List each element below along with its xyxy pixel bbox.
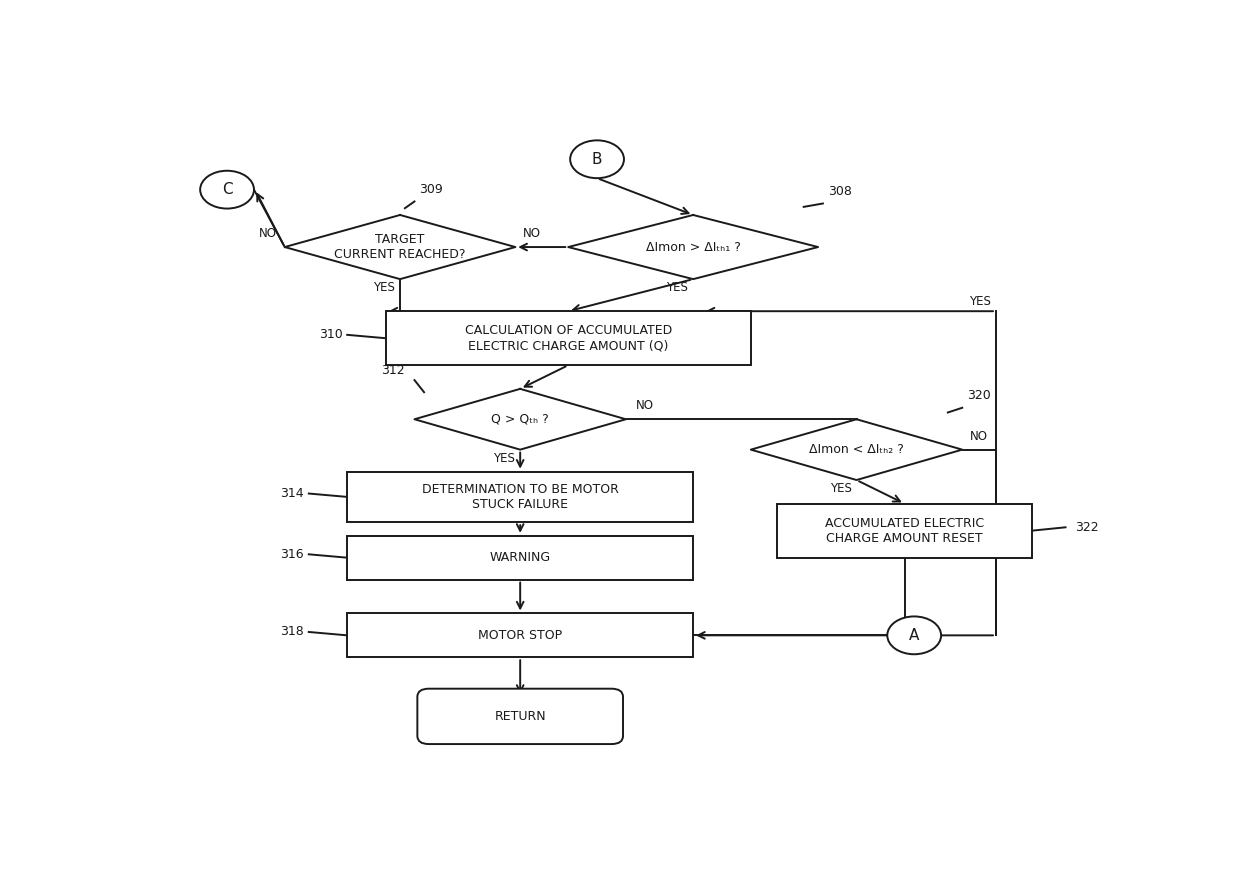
Bar [386,311,750,365]
Circle shape [200,171,254,209]
Polygon shape [568,215,818,279]
Text: YES: YES [970,295,991,308]
Text: YES: YES [373,282,396,294]
Text: 310: 310 [319,328,342,341]
Circle shape [570,140,624,178]
Bar [347,472,693,522]
Polygon shape [414,389,626,450]
Text: 322: 322 [1075,521,1099,534]
Text: YES: YES [830,482,852,495]
Text: Q > Qₜₕ ?: Q > Qₜₕ ? [491,413,549,425]
Text: YES: YES [494,452,516,465]
Circle shape [888,617,941,654]
Text: ACCUMULATED ELECTRIC
CHARGE AMOUNT RESET: ACCUMULATED ELECTRIC CHARGE AMOUNT RESET [825,517,985,545]
Polygon shape [285,215,516,279]
Text: TARGET
CURRENT REACHED?: TARGET CURRENT REACHED? [335,233,466,261]
Text: ΔImon < ΔIₜₕ₂ ?: ΔImon < ΔIₜₕ₂ ? [808,443,904,456]
Text: NO: NO [523,227,541,240]
Text: 320: 320 [967,389,991,403]
Text: NO: NO [259,227,277,240]
Text: A: A [909,628,919,643]
Text: DETERMINATION TO BE MOTOR
STUCK FAILURE: DETERMINATION TO BE MOTOR STUCK FAILURE [422,483,619,511]
Text: B: B [591,152,603,167]
Bar [347,536,693,580]
Text: ΔImon > ΔIₜₕ₁ ?: ΔImon > ΔIₜₕ₁ ? [646,240,740,253]
Polygon shape [751,419,962,480]
Text: 314: 314 [280,487,304,500]
Text: 316: 316 [280,548,304,560]
Text: NO: NO [635,400,653,412]
Bar [777,503,1032,558]
Text: 308: 308 [828,185,852,198]
Text: RETURN: RETURN [495,709,546,723]
Text: 318: 318 [280,625,304,638]
Text: 312: 312 [381,364,404,377]
Text: MOTOR STOP: MOTOR STOP [479,629,562,642]
FancyBboxPatch shape [418,688,622,744]
Text: YES: YES [666,282,688,294]
Text: NO: NO [970,430,988,443]
Text: 309: 309 [419,183,443,196]
Bar [347,613,693,657]
Text: WARNING: WARNING [490,551,551,564]
Text: CALCULATION OF ACCUMULATED
ELECTRIC CHARGE AMOUNT (Q): CALCULATION OF ACCUMULATED ELECTRIC CHAR… [465,324,672,353]
Text: C: C [222,182,232,197]
